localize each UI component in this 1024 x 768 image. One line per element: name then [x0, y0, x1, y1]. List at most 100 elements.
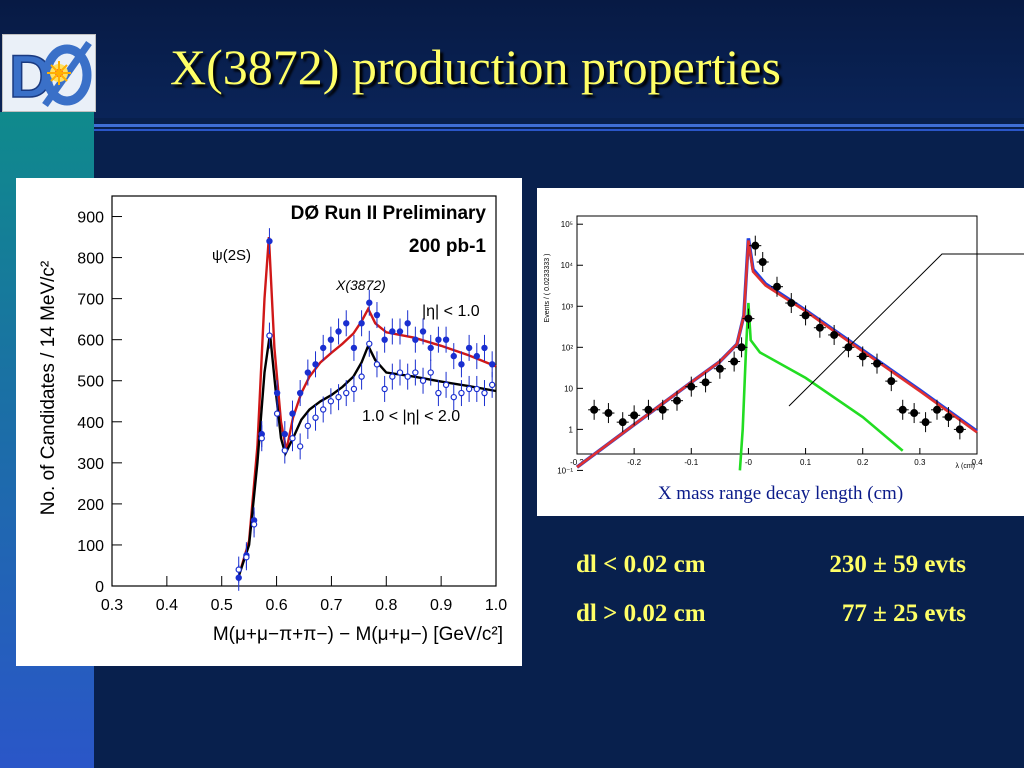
y-tick-label: 10³: [561, 302, 573, 311]
decay-length-chart: -0.3 -0.2 -0.1 -0 0.1 0.2 0.3 0.4 10⁻¹ 1 10 10² 10³ 1…: [544, 215, 1024, 475]
data-point: [289, 410, 296, 417]
data-point: [630, 411, 639, 420]
data-point: [312, 414, 319, 421]
data-point: [751, 241, 760, 250]
data-point: [327, 398, 335, 405]
data-point: [450, 352, 457, 360]
stat-row-prompt: dl < 0.02 cm 230 ± 59 evts: [576, 551, 996, 583]
x-tick-label: 0.8: [375, 597, 397, 614]
region-annotation: |η| < 1.0: [422, 303, 480, 320]
data-point: [404, 320, 411, 327]
data-point: [404, 373, 411, 380]
data-point: [465, 385, 473, 393]
y-tick-label: 10²: [561, 343, 573, 352]
data-point: [335, 328, 342, 335]
decay-chart-fits: [575, 238, 979, 471]
data-point: [458, 389, 465, 397]
data-point: [366, 299, 373, 306]
data-point: [350, 344, 358, 352]
data-point: [758, 257, 767, 266]
data-point: [320, 344, 327, 352]
decay-chart-axes: -0.3 -0.2 -0.1 -0 0.1 0.2 0.3 0.4 10⁻¹ 1 10 10² 10³ 1…: [544, 215, 983, 475]
x-tick-label: 0.4: [156, 597, 178, 614]
data-point: [590, 405, 599, 414]
y-tick-label: 10⁵: [561, 220, 573, 229]
x-tick-label: 0.3: [914, 458, 926, 467]
d0-experiment-logo: D: [2, 34, 96, 112]
data-point: [898, 405, 907, 414]
y-tick-label: 400: [77, 415, 104, 432]
plot-frame: [576, 215, 978, 455]
fit-curve: [237, 237, 497, 579]
y-axis-title: Events / ( 0.0233333 ): [544, 254, 551, 323]
data-point: [435, 336, 442, 343]
data-point: [787, 299, 796, 308]
data-point: [730, 357, 739, 366]
x-tick-label: 0.2: [857, 458, 869, 467]
data-point: [644, 405, 653, 414]
fit-curve-non-prompt: [738, 302, 904, 471]
y-tick-label: 10⁻¹: [557, 466, 573, 475]
x-tick-label: -0.1: [684, 458, 698, 467]
data-point: [281, 430, 288, 438]
data-point: [715, 364, 724, 373]
stat-value: 230 ± 59 evts: [829, 551, 966, 578]
title-rule-secondary: [94, 129, 1024, 131]
data-point: [335, 393, 342, 401]
data-point: [320, 406, 327, 413]
stat-value: 77 ± 25 evts: [841, 600, 966, 627]
y-tick-label: 100: [77, 538, 104, 555]
data-point: [737, 343, 746, 352]
y-tick-label: 10⁴: [561, 261, 574, 270]
mass-spectrum-chart: 0.3 0.4 0.5 0.6 0.7 0.8 0.9 1.0 0 100 200 300 400 500…: [38, 195, 507, 645]
data-point: [373, 361, 381, 368]
data-point: [481, 344, 488, 352]
data-point: [450, 393, 457, 401]
stat-row-nonprompt: dl > 0.02 cm 77 ± 25 evts: [576, 600, 996, 632]
data-point: [673, 396, 681, 405]
x-axis-title: λ (cm): [956, 463, 975, 470]
data-point: [815, 323, 824, 332]
data-point: [921, 418, 930, 427]
slide-title: X(3872) production properties: [170, 39, 781, 95]
data-point: [373, 311, 381, 319]
chart-subtitle: 200 pb-1: [409, 236, 487, 257]
data-point: [419, 377, 427, 384]
data-point: [427, 369, 434, 376]
chart-title: DØ Run II Preliminary: [291, 203, 487, 224]
data-point: [473, 385, 480, 393]
y-axis-title: No. of Candidates / 14 MeV/c²: [38, 261, 59, 516]
y-tick-label: 200: [77, 497, 104, 514]
x-tick-label: 0.9: [430, 597, 452, 614]
x-tick-label: 1.0: [485, 597, 507, 614]
stat-cut-label: dl < 0.02 cm: [576, 551, 706, 578]
data-point: [243, 554, 250, 561]
data-point: [412, 336, 419, 343]
fit-curve-total: [575, 238, 979, 469]
data-point: [304, 422, 312, 430]
mass-chart-labels: DØ Run II Preliminary 200 pb-1 ψ(2S) X(3872…: [212, 203, 486, 425]
x-tick-label: -0: [745, 458, 753, 467]
data-point: [381, 336, 388, 343]
data-point: [618, 418, 627, 427]
y-tick-label: 500: [77, 374, 104, 391]
x-tick-label: -0.3: [570, 458, 584, 467]
data-point: [701, 378, 710, 387]
data-point: [389, 328, 396, 335]
data-point: [858, 352, 867, 361]
data-point: [296, 443, 304, 450]
data-point: [289, 435, 296, 442]
y-tick-label: 1: [569, 425, 574, 434]
data-point: [396, 369, 404, 376]
decay-chart-caption: X mass range decay length (cm): [657, 483, 904, 504]
data-point: [944, 413, 953, 422]
y-tick-label: 700: [77, 292, 104, 309]
data-point: [350, 385, 358, 393]
mass-spectrum-panel: 0.3 0.4 0.5 0.6 0.7 0.8 0.9 1.0 0 100 200 300 400 500…: [16, 178, 522, 666]
data-point: [458, 361, 465, 368]
x-tick-label: 0.3: [101, 597, 123, 614]
peak-annotation: X(3872): [335, 277, 386, 293]
x-tick-label: 0.6: [265, 597, 287, 614]
x-axis-title: M(μ+μ−π+π−) − M(μ+μ−) [GeV/c²]: [213, 624, 503, 645]
data-point: [473, 352, 480, 360]
